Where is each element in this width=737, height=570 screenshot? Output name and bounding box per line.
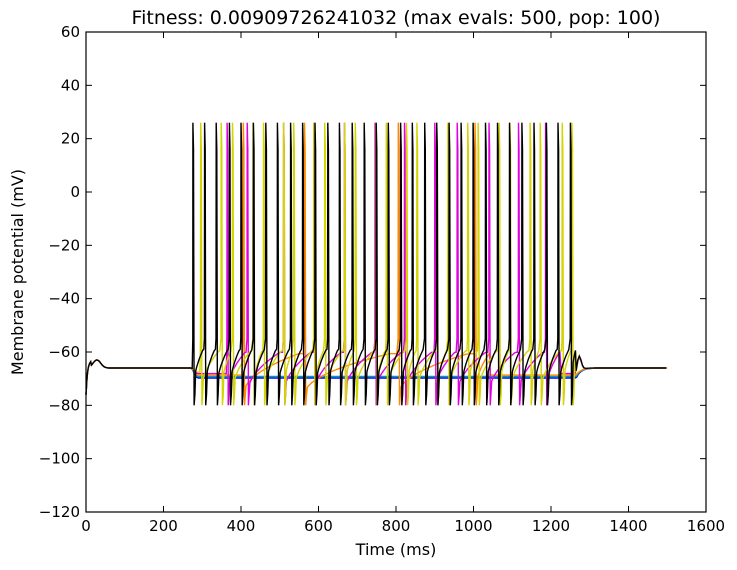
y-tick-label: 20	[61, 130, 80, 148]
y-tick-label: −20	[48, 236, 80, 254]
x-tick-label: 1200	[532, 517, 570, 535]
x-tick-label: 800	[382, 517, 411, 535]
y-tick-label: 0	[70, 183, 80, 201]
y-tick-label: −120	[39, 503, 80, 521]
y-tick-label: −100	[39, 450, 80, 468]
x-tick-label: 400	[227, 517, 256, 535]
voltage-trace-1	[85, 122, 667, 406]
y-axis-label: Membrane potential (mV)	[8, 169, 27, 375]
x-tick-label: 1600	[687, 517, 725, 535]
x-tick-label: 1400	[609, 517, 647, 535]
x-tick-label: 1000	[454, 517, 492, 535]
x-tick-label: 600	[304, 517, 333, 535]
y-tick-label: −80	[48, 396, 80, 414]
x-axis-label: Time (ms)	[355, 540, 437, 559]
y-tick-label: −60	[48, 343, 80, 361]
x-axis: 0 200 400 600 800 1000 1200 1400 1600	[81, 32, 725, 535]
plot-frame	[85, 31, 707, 513]
x-tick-label: 200	[149, 517, 178, 535]
x-tick-label: 0	[81, 517, 91, 535]
plot-lines	[85, 122, 668, 406]
y-tick-label: −40	[48, 290, 80, 308]
y-tick-label: 40	[61, 76, 80, 94]
chart-title: Fitness: 0.00909726241032 (max evals: 50…	[132, 7, 661, 29]
y-tick-label: 60	[61, 23, 80, 41]
y-axis: −120 −100 −80 −60 −40 −20 0 20 40 60	[39, 23, 706, 521]
